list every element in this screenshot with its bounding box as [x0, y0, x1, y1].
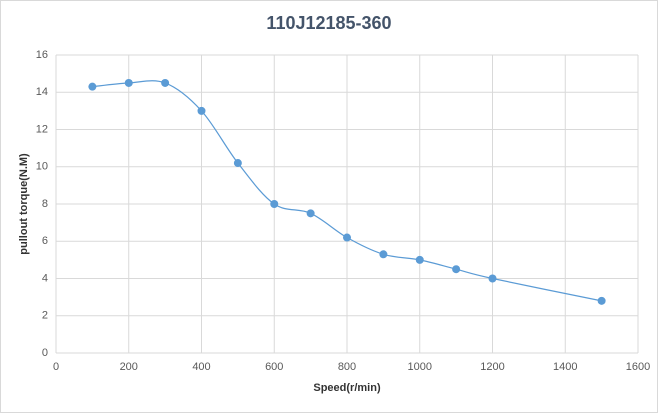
- y-tick-label: 16: [36, 49, 48, 61]
- y-tick-label: 4: [42, 272, 48, 284]
- data-point: [452, 265, 461, 274]
- y-tick-label: 14: [36, 86, 48, 98]
- data-point: [597, 296, 606, 305]
- y-tick-label: 2: [42, 310, 48, 322]
- data-point: [343, 233, 351, 242]
- y-tick-label: 6: [42, 235, 48, 247]
- x-tick-label: 0: [53, 361, 59, 373]
- y-tick-label: 8: [42, 198, 48, 210]
- chart-title: 110J12185-360: [266, 13, 391, 33]
- x-axis-label: Speed(r/min): [313, 382, 381, 394]
- x-tick-label: 600: [265, 361, 283, 373]
- data-point: [233, 159, 242, 168]
- data-point: [88, 82, 97, 91]
- y-axis-label: pullout torque(N.M): [18, 153, 30, 255]
- data-point: [415, 255, 424, 264]
- data-point: [306, 209, 315, 218]
- x-tick-label: 1600: [626, 361, 650, 373]
- x-tick-label: 1200: [480, 361, 504, 373]
- data-point: [197, 106, 206, 115]
- data-point: [270, 200, 279, 208]
- data-point: [488, 274, 497, 283]
- x-tick-label: 800: [338, 361, 356, 373]
- x-tick-label: 400: [192, 361, 210, 373]
- y-tick-label: 12: [36, 123, 48, 135]
- x-tick-label: 200: [120, 361, 138, 373]
- y-tick-label: 0: [42, 347, 48, 359]
- x-tick-label: 1000: [408, 361, 432, 373]
- x-tick-label: 1400: [553, 361, 577, 373]
- data-point: [379, 250, 388, 259]
- data-point: [161, 78, 170, 87]
- data-point: [124, 78, 133, 87]
- y-tick-label: 10: [36, 161, 48, 173]
